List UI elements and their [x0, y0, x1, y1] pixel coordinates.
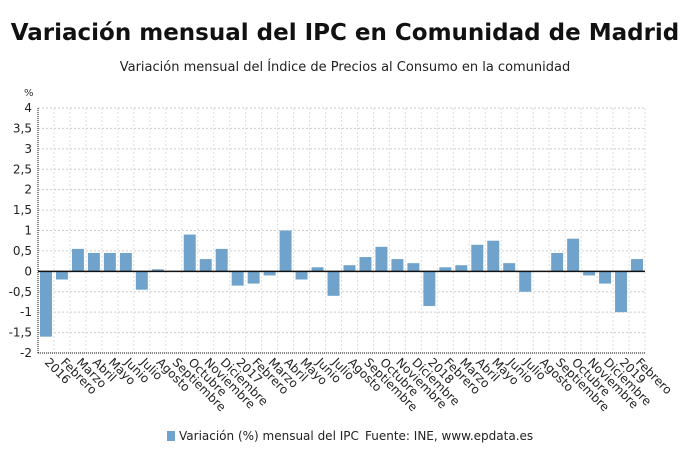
bar — [135, 271, 148, 290]
bar — [343, 265, 356, 272]
bar — [311, 267, 324, 272]
bar — [295, 271, 308, 280]
bar — [247, 271, 260, 284]
y-tick-label: -0,5 — [9, 285, 32, 299]
bar — [87, 252, 100, 272]
bar — [487, 240, 500, 272]
bar — [215, 248, 228, 272]
bar — [119, 252, 132, 272]
bar — [503, 263, 516, 272]
bar — [615, 271, 628, 313]
y-tick-label: 3,5 — [13, 121, 32, 135]
bar — [40, 271, 52, 337]
bar — [359, 257, 372, 272]
chart-title: Variación mensual del IPC en Comunidad d… — [10, 20, 680, 46]
y-tick-label: 2 — [24, 183, 32, 197]
y-tick-label: 1,5 — [13, 203, 32, 217]
bar — [519, 271, 532, 292]
bar — [583, 271, 596, 276]
bar — [551, 252, 564, 272]
bar — [599, 271, 612, 284]
legend-label: Variación (%) mensual del IPC — [179, 429, 359, 443]
bar — [471, 244, 484, 272]
y-tick-label: 2,5 — [13, 162, 32, 176]
bar — [55, 271, 68, 280]
y-tick-label: -1 — [20, 305, 32, 319]
bar — [199, 259, 212, 272]
y-tick-label: -2 — [20, 346, 32, 360]
bar — [231, 271, 244, 286]
bar — [567, 238, 580, 272]
bar — [327, 271, 340, 296]
bar — [375, 246, 388, 272]
y-tick-label: 3 — [24, 142, 32, 156]
y-tick-label: 4 — [24, 101, 32, 115]
bar — [407, 263, 420, 272]
bar — [391, 259, 404, 272]
y-tick-label: 1 — [24, 224, 32, 238]
y-axis-label: % — [24, 88, 34, 99]
bar — [263, 271, 276, 276]
source-note: Fuente: INE, www.epdata.es — [365, 429, 533, 443]
bar — [71, 248, 84, 272]
y-tick-label: 0 — [24, 264, 32, 278]
legend-swatch — [167, 431, 175, 441]
y-tick-label: -1,5 — [9, 326, 32, 340]
y-tick-label: 0,5 — [13, 244, 32, 258]
bar — [183, 234, 196, 272]
bar — [423, 271, 436, 307]
bar — [279, 230, 292, 272]
chart-subtitle: Variación mensual del Índice de Precios … — [119, 60, 571, 75]
bar — [103, 252, 116, 272]
bar — [631, 259, 643, 272]
bar — [151, 269, 164, 272]
bar — [439, 267, 452, 272]
bar — [455, 265, 468, 272]
